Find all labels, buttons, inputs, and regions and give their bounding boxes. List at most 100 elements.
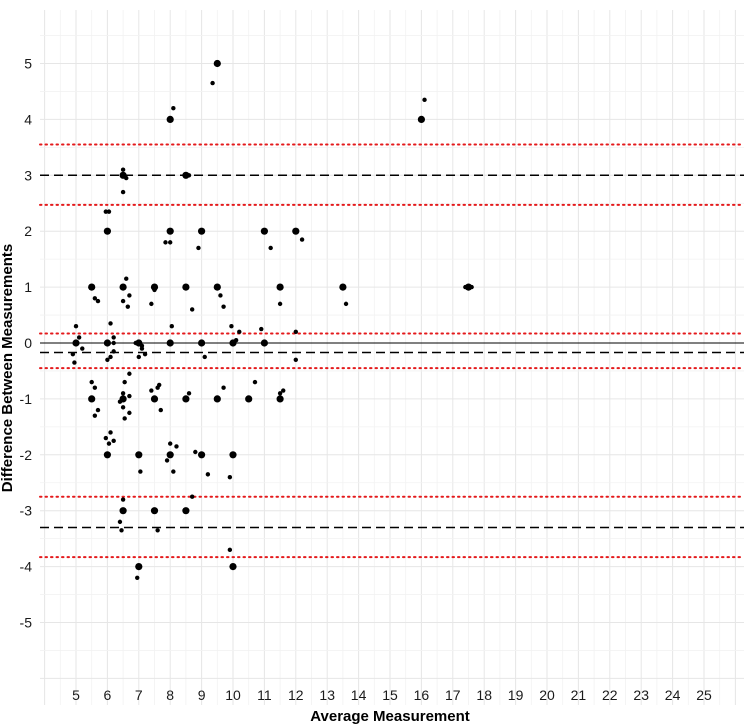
data-point-jittered (111, 335, 116, 340)
data-point-jittered (252, 379, 258, 385)
y-tick-label: 4 (24, 111, 32, 127)
x-axis-ticks: 5 6 7 8 9 10 11 12 13 14 15 16 17 18 19 20 21 22 23 24 25 (72, 687, 712, 703)
data-point-jittered (299, 237, 305, 242)
data-point (182, 283, 190, 291)
data-point-jittered (72, 360, 77, 365)
data-point-jittered (189, 494, 195, 499)
data-point-jittered (171, 469, 176, 474)
data-point-jittered (127, 371, 132, 376)
data-point-jittered (155, 528, 160, 533)
data-point-jittered (103, 435, 109, 441)
data-point-jittered (152, 287, 157, 293)
data-point (88, 283, 96, 291)
data-point-jittered (227, 474, 233, 480)
data-point-jittered (73, 324, 79, 329)
x-tick-label: 16 (414, 687, 430, 703)
data-point (150, 507, 159, 515)
data-point-jittered (171, 106, 176, 111)
data-point (198, 451, 206, 459)
data-point-jittered (202, 354, 207, 360)
data-point-jittered (210, 80, 215, 86)
data-point (182, 395, 190, 403)
data-point-jittered (136, 354, 141, 360)
data-point-jittered (293, 329, 298, 335)
data-point-jittered (196, 245, 201, 251)
data-point-jittered (139, 343, 145, 348)
data-point-jittered (95, 407, 101, 413)
y-tick-label: -3 (20, 503, 33, 519)
data-point (229, 451, 237, 459)
y-tick-label: -5 (20, 615, 33, 631)
data-point-jittered (164, 458, 170, 463)
data-point-jittered (119, 528, 124, 533)
data-point-jittered (95, 298, 101, 304)
reference-lines (39, 143, 744, 559)
data-point (417, 115, 425, 123)
data-point-jittered (92, 385, 98, 390)
x-tick-label: 5 (72, 687, 80, 703)
data-point (198, 339, 206, 347)
data-point-jittered (268, 245, 273, 251)
x-tick-label: 19 (508, 687, 524, 703)
data-point (229, 563, 237, 571)
data-point-jittered (233, 338, 239, 343)
data-point-jittered (158, 407, 163, 413)
data-point-jittered (152, 396, 157, 402)
x-tick-label: 17 (445, 687, 461, 703)
data-point (166, 227, 174, 235)
data-point-jittered (157, 382, 162, 388)
data-point-jittered (133, 340, 138, 346)
x-tick-label: 9 (198, 687, 206, 703)
data-point (88, 395, 96, 403)
data-point-jittered (174, 444, 179, 449)
data-point-jittered (422, 97, 427, 103)
data-point (135, 451, 143, 459)
data-point-jittered (168, 240, 173, 245)
data-point-jittered (169, 324, 174, 329)
data-point-jittered (125, 304, 131, 309)
data-point-jittered (127, 410, 132, 416)
data-point (72, 339, 80, 347)
x-tick-label: 15 (382, 687, 398, 703)
data-point (213, 59, 221, 68)
plot-background (40, 10, 744, 705)
data-point-jittered (92, 413, 98, 418)
data-point-jittered (138, 469, 143, 474)
y-tick-label: 2 (24, 223, 32, 239)
data-point (213, 283, 221, 291)
data-point-jittered (205, 472, 211, 477)
x-tick-label: 12 (288, 687, 304, 703)
x-tick-label: 13 (319, 687, 335, 703)
data-point-jittered (221, 385, 226, 390)
data-point (276, 395, 284, 403)
data-point-jittered (120, 497, 126, 502)
data-point-jittered (237, 329, 242, 335)
data-point-jittered (163, 240, 168, 245)
x-tick-label: 6 (104, 687, 112, 703)
data-point (292, 227, 300, 235)
data-point-jittered (80, 346, 85, 351)
x-tick-label: 10 (225, 687, 241, 703)
data-point-jittered (218, 293, 223, 298)
x-tick-label: 20 (539, 687, 555, 703)
data-point (198, 227, 206, 235)
y-tick-label: 1 (24, 279, 32, 295)
data-point-jittered (108, 321, 113, 326)
data-point-jittered (149, 388, 154, 393)
data-point-jittered (193, 449, 198, 455)
data-point-jittered (221, 304, 226, 309)
data-point-jittered (189, 307, 195, 312)
data-point-jittered (108, 430, 113, 435)
data-point (182, 507, 190, 515)
data-point-jittered (142, 351, 148, 357)
data-point-jittered (111, 349, 116, 354)
y-tick-label: 0 (24, 335, 32, 351)
data-point-jittered (259, 326, 264, 332)
y-tick-label: 3 (24, 167, 32, 183)
data-point-jittered (120, 189, 126, 195)
x-tick-label: 7 (135, 687, 143, 703)
data-point-jittered (117, 399, 123, 404)
data-point (166, 339, 174, 347)
data-point (166, 451, 174, 459)
